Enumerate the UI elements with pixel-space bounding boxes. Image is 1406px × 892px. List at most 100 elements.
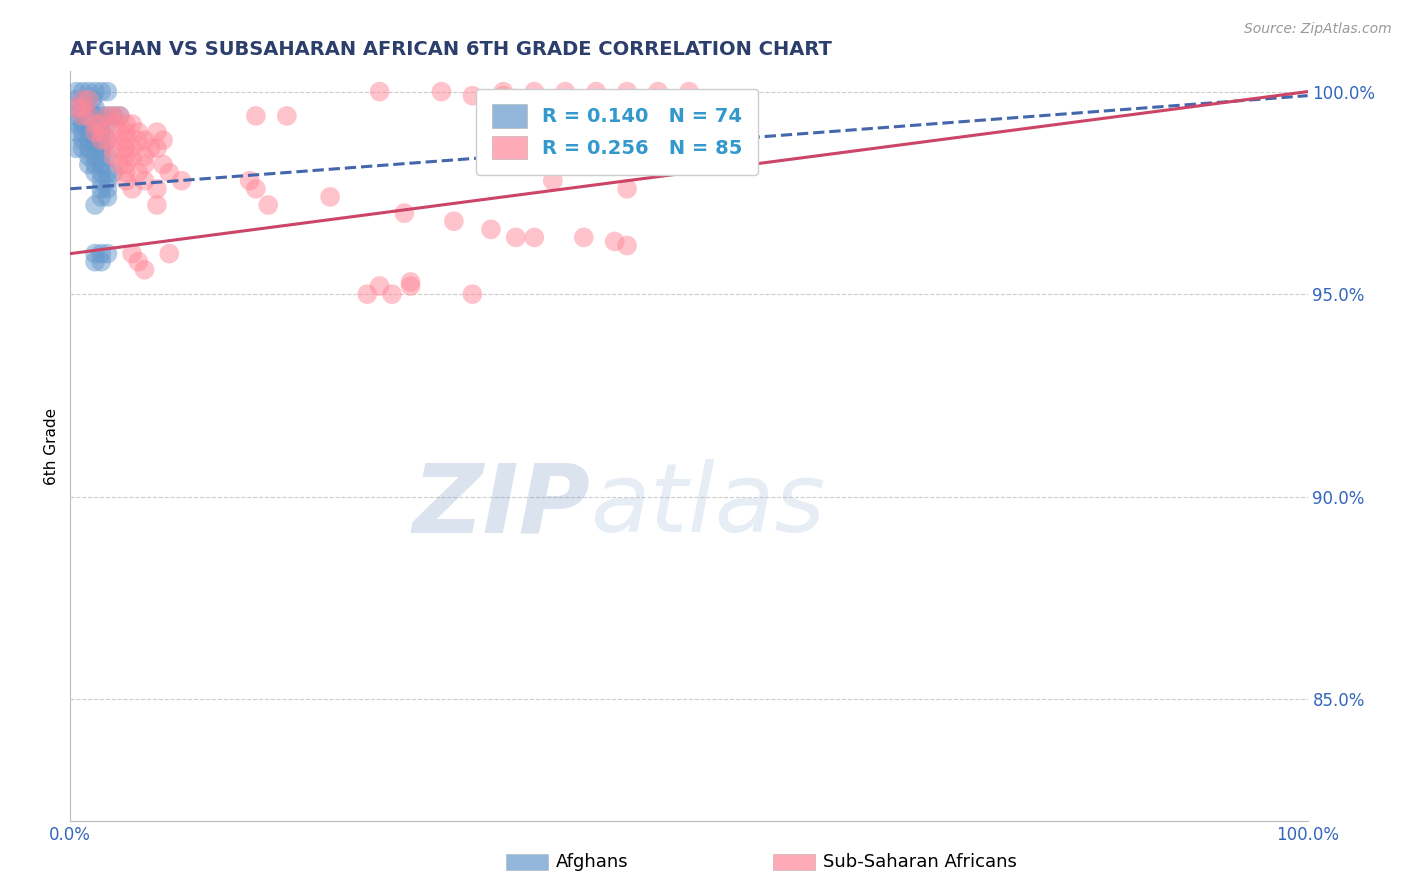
Text: atlas: atlas bbox=[591, 459, 825, 552]
Point bbox=[65, 93, 87, 107]
Point bbox=[90, 133, 112, 147]
Point bbox=[72, 109, 94, 123]
Point bbox=[72, 125, 94, 139]
Point bbox=[90, 125, 112, 139]
Point bbox=[108, 109, 131, 123]
Point bbox=[108, 125, 131, 139]
Point bbox=[616, 182, 638, 196]
Point bbox=[72, 93, 94, 107]
Point bbox=[647, 85, 669, 99]
Point bbox=[103, 141, 125, 155]
Point bbox=[603, 235, 626, 249]
Point bbox=[146, 198, 169, 212]
Point bbox=[492, 85, 515, 99]
Point bbox=[139, 141, 162, 155]
Point bbox=[541, 117, 564, 131]
Point bbox=[96, 133, 118, 147]
Point bbox=[121, 246, 143, 260]
Point bbox=[461, 287, 484, 301]
Point bbox=[146, 125, 169, 139]
Point bbox=[84, 85, 107, 99]
Point bbox=[84, 141, 107, 155]
Point bbox=[65, 85, 87, 99]
Point bbox=[96, 182, 118, 196]
Point bbox=[127, 254, 149, 268]
Point bbox=[96, 109, 118, 123]
Point bbox=[134, 133, 156, 147]
Point bbox=[77, 93, 100, 107]
Point bbox=[276, 109, 298, 123]
Point bbox=[84, 149, 107, 163]
Point bbox=[90, 117, 112, 131]
Point bbox=[96, 174, 118, 188]
Point bbox=[72, 109, 94, 123]
Point bbox=[115, 157, 138, 171]
Point bbox=[77, 85, 100, 99]
Point bbox=[399, 275, 422, 289]
Point bbox=[96, 149, 118, 163]
Point bbox=[678, 85, 700, 99]
Point bbox=[96, 109, 118, 123]
Point bbox=[77, 101, 100, 115]
Point bbox=[461, 88, 484, 103]
Point bbox=[647, 141, 669, 155]
Point bbox=[152, 157, 174, 171]
Point bbox=[541, 174, 564, 188]
Point bbox=[257, 198, 280, 212]
Point bbox=[96, 166, 118, 180]
Point bbox=[84, 246, 107, 260]
Point bbox=[108, 157, 131, 171]
Point bbox=[239, 174, 262, 188]
Point bbox=[77, 117, 100, 131]
Y-axis label: 6th Grade: 6th Grade bbox=[44, 408, 59, 484]
Point bbox=[368, 279, 391, 293]
Point bbox=[90, 157, 112, 171]
Point bbox=[554, 85, 576, 99]
Point bbox=[115, 125, 138, 139]
Point bbox=[90, 125, 112, 139]
Legend: R = 0.140   N = 74, R = 0.256   N = 85: R = 0.140 N = 74, R = 0.256 N = 85 bbox=[477, 88, 758, 175]
Point bbox=[356, 287, 378, 301]
Point bbox=[90, 141, 112, 155]
Point bbox=[90, 149, 112, 163]
Point bbox=[381, 287, 404, 301]
Point bbox=[368, 85, 391, 99]
Point bbox=[103, 166, 125, 180]
Point bbox=[77, 109, 100, 123]
Point bbox=[72, 101, 94, 115]
Point bbox=[77, 157, 100, 171]
Point bbox=[77, 109, 100, 123]
Point bbox=[127, 166, 149, 180]
Point bbox=[90, 182, 112, 196]
Point bbox=[157, 166, 180, 180]
Point bbox=[152, 133, 174, 147]
Point bbox=[84, 166, 107, 180]
Point bbox=[84, 254, 107, 268]
Point bbox=[65, 141, 87, 155]
Point bbox=[90, 190, 112, 204]
Text: AFGHAN VS SUBSAHARAN AFRICAN 6TH GRADE CORRELATION CHART: AFGHAN VS SUBSAHARAN AFRICAN 6TH GRADE C… bbox=[70, 39, 832, 59]
Point bbox=[479, 222, 502, 236]
Point bbox=[77, 149, 100, 163]
Point bbox=[115, 166, 138, 180]
Point bbox=[115, 117, 138, 131]
Point bbox=[103, 149, 125, 163]
Point bbox=[103, 117, 125, 131]
Point bbox=[628, 133, 651, 147]
Point bbox=[90, 174, 112, 188]
Point bbox=[84, 117, 107, 131]
Point bbox=[84, 101, 107, 115]
Point bbox=[616, 85, 638, 99]
Point bbox=[616, 238, 638, 252]
Point bbox=[399, 279, 422, 293]
Point bbox=[90, 254, 112, 268]
Point bbox=[90, 117, 112, 131]
Text: Source: ZipAtlas.com: Source: ZipAtlas.com bbox=[1244, 22, 1392, 37]
Point bbox=[72, 93, 94, 107]
Point bbox=[84, 133, 107, 147]
Point bbox=[108, 133, 131, 147]
Point bbox=[65, 109, 87, 123]
Point bbox=[72, 117, 94, 131]
Point bbox=[245, 109, 267, 123]
Point bbox=[572, 230, 595, 244]
